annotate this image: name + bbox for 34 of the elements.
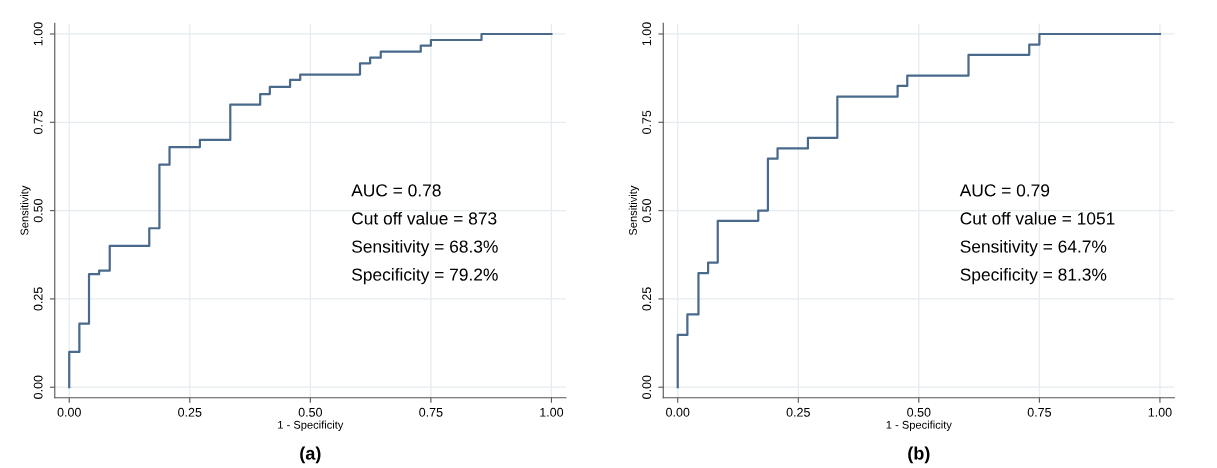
y-tick-label: 0.00 xyxy=(642,375,652,399)
x-tick-label: 0.00 xyxy=(666,407,690,417)
annotation: Specificity = 79.2% xyxy=(352,268,498,285)
y-tick-label: 1.00 xyxy=(642,22,652,46)
annotation: AUC = 0.79 xyxy=(959,184,1050,197)
y-tick-label: 0.00 xyxy=(33,375,43,399)
annotation: Cut off value = 873 xyxy=(352,211,497,225)
x-tick-label: 0.75 xyxy=(419,407,443,417)
x-tick-label: 0.25 xyxy=(178,407,202,417)
x-tick-label: 1.00 xyxy=(540,407,564,417)
x-tick-label: 1.00 xyxy=(1148,407,1172,417)
x-tick-label: 0.50 xyxy=(298,407,323,417)
x-tick-label: 0.25 xyxy=(786,407,810,417)
annotation: Sensitivity = 64.7% xyxy=(960,239,1107,257)
text: (a) xyxy=(300,446,321,464)
y-tick-label: 1.00 xyxy=(33,22,43,46)
x-tick-label: 0.00 xyxy=(57,407,81,417)
annotation: Sensitivity = 68.3% xyxy=(352,239,498,257)
y-tick-label: 0.50 xyxy=(642,198,652,223)
y-axis-title: Sensitivity xyxy=(628,185,640,236)
y-tick-label: 0.75 xyxy=(642,110,652,134)
y-tick-label: 0.25 xyxy=(33,287,43,311)
x-axis-title: 1 - Specificity xyxy=(278,420,344,431)
y-tick-label: 0.75 xyxy=(33,110,43,134)
x-axis-title: 1 - Specificity xyxy=(886,420,952,431)
y-axis-title: Sensitivity xyxy=(20,185,31,236)
y-tick-label: 0.50 xyxy=(33,198,43,223)
x-tick-label: 0.50 xyxy=(907,407,931,417)
x-tick-label: 0.75 xyxy=(1027,407,1052,417)
annotation: Specificity = 81.3% xyxy=(960,268,1107,285)
y-tick-label: 0.25 xyxy=(642,287,652,311)
annotation: AUC = 0.78 xyxy=(351,184,441,197)
text: (b) xyxy=(908,446,930,464)
annotation: Cut off value = 1051 xyxy=(960,211,1115,225)
